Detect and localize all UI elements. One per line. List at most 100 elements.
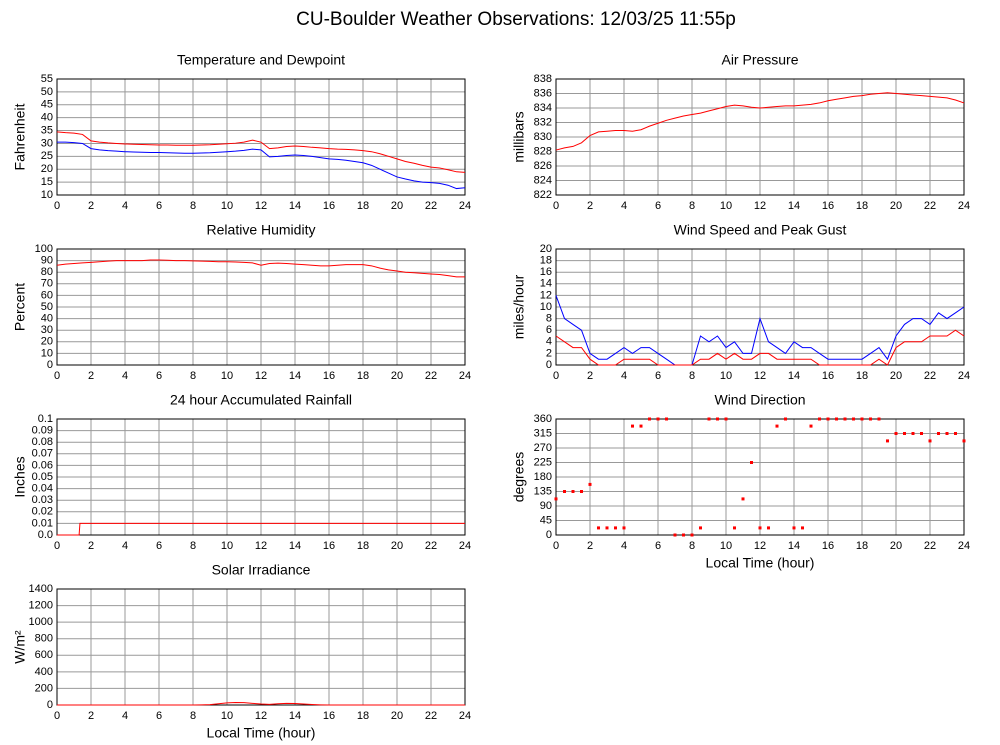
data-point <box>818 417 821 421</box>
data-point <box>690 533 694 537</box>
data-line <box>56 131 466 173</box>
data-point <box>631 424 634 428</box>
y-axis-label: millibars <box>511 111 527 162</box>
x-tick-label: 0 <box>54 710 60 722</box>
y-tick-label: 360 <box>534 413 552 425</box>
x-tick-label: 2 <box>88 540 94 552</box>
y-tick-label: 50 <box>41 301 53 313</box>
x-tick-label: 18 <box>856 200 868 212</box>
data-point <box>758 526 762 530</box>
x-tick-label: 0 <box>553 200 559 212</box>
data-point <box>767 526 770 530</box>
data-point <box>954 432 957 435</box>
x-tick-label: 12 <box>255 370 267 382</box>
chart-title: Solar Irradiance <box>212 562 311 578</box>
y-tick-label: 2 <box>546 347 552 359</box>
x-tick-label: 10 <box>720 200 732 212</box>
y-tick-label: 225 <box>534 456 552 468</box>
x-tick-label: 20 <box>391 200 403 212</box>
y-axis-label: Percent <box>12 283 28 331</box>
x-tick-label: 4 <box>621 370 627 382</box>
x-tick-label: 24 <box>958 200 970 212</box>
x-tick-label: 18 <box>357 200 369 212</box>
x-tick-label: 2 <box>587 200 593 212</box>
x-axis-label: Local Time (hour) <box>706 555 815 571</box>
data-point <box>843 417 847 421</box>
x-tick-label: 24 <box>459 710 471 722</box>
x-tick-label: 12 <box>255 540 267 552</box>
x-tick-label: 0 <box>553 370 559 382</box>
x-tick-label: 12 <box>754 540 766 552</box>
y-tick-label: 100 <box>35 243 53 255</box>
x-tick-label: 22 <box>924 540 936 552</box>
y-tick-label: 0.02 <box>32 506 53 518</box>
x-tick-label: 2 <box>587 540 593 552</box>
data-point <box>894 432 898 435</box>
y-tick-label: 20 <box>540 243 552 255</box>
x-tick-label: 8 <box>190 200 196 212</box>
y-tick-label: 45 <box>41 99 53 111</box>
y-tick-label: 45 <box>540 514 552 526</box>
x-tick-label: 22 <box>924 200 936 212</box>
x-tick-label: 20 <box>391 370 403 382</box>
x-tick-label: 24 <box>958 540 970 552</box>
data-point <box>639 424 643 428</box>
x-tick-label: 18 <box>357 540 369 552</box>
y-tick-label: 600 <box>35 649 53 661</box>
x-tick-label: 0 <box>54 200 60 212</box>
data-point <box>648 417 651 421</box>
x-tick-label: 6 <box>156 200 162 212</box>
x-tick-label: 2 <box>88 200 94 212</box>
y-tick-label: 0.03 <box>32 494 53 506</box>
data-point <box>775 424 779 428</box>
y-tick-label: 30 <box>41 137 53 149</box>
y-tick-label: 55 <box>41 73 53 85</box>
data-line <box>57 141 466 190</box>
x-tick-label: 16 <box>323 370 335 382</box>
y-tick-label: 828 <box>534 145 552 157</box>
plot-frame <box>555 418 965 536</box>
x-tick-label: 8 <box>190 710 196 722</box>
y-tick-label: 0.05 <box>32 471 53 483</box>
chart-title: Relative Humidity <box>207 222 316 238</box>
x-tick-label: 12 <box>255 710 267 722</box>
x-tick-label: 18 <box>856 540 868 552</box>
data-point <box>733 526 736 530</box>
y-axis-label: Inches <box>12 456 28 497</box>
plot-frame <box>56 78 466 196</box>
x-tick-label: 6 <box>156 370 162 382</box>
data-point <box>869 417 872 421</box>
x-tick-label: 20 <box>890 370 902 382</box>
x-tick-label: 18 <box>357 370 369 382</box>
x-tick-label: 18 <box>856 370 868 382</box>
data-point <box>928 439 932 443</box>
y-tick-label: 270 <box>534 442 552 454</box>
x-tick-label: 22 <box>425 710 437 722</box>
data-point <box>741 497 745 501</box>
x-tick-label: 14 <box>289 200 301 212</box>
y-tick-label: 50 <box>41 86 53 98</box>
page-title: CU-Boulder Weather Observations: 12/03/2… <box>296 9 736 30</box>
x-tick-label: 8 <box>689 200 695 212</box>
x-tick-label: 4 <box>621 540 627 552</box>
x-tick-label: 4 <box>122 200 128 212</box>
y-axis-label: W/m² <box>12 630 28 664</box>
y-tick-label: 0.08 <box>32 436 53 448</box>
y-tick-label: 40 <box>41 313 53 325</box>
chart-title: Temperature and Dewpoint <box>177 52 345 68</box>
y-tick-label: 15 <box>41 176 53 188</box>
data-point <box>656 417 660 421</box>
y-tick-label: 35 <box>41 124 53 136</box>
data-point <box>682 533 685 537</box>
x-tick-label: 20 <box>391 540 403 552</box>
x-tick-label: 4 <box>122 540 128 552</box>
data-point <box>903 432 906 435</box>
y-tick-label: 30 <box>41 324 53 336</box>
x-tick-label: 16 <box>323 710 335 722</box>
y-tick-label: 824 <box>534 174 552 186</box>
y-tick-label: 826 <box>534 160 552 172</box>
x-tick-label: 2 <box>88 710 94 722</box>
x-tick-label: 24 <box>958 370 970 382</box>
y-tick-label: 0.01 <box>32 517 53 529</box>
